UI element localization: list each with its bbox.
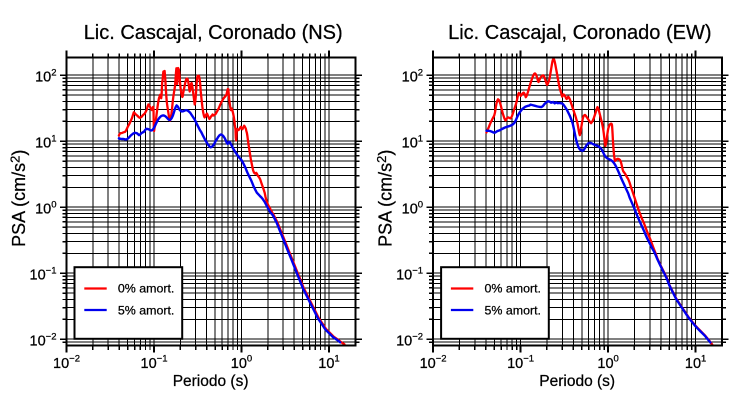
svg-text:Periodo (s): Periodo (s) — [539, 373, 615, 390]
svg-text:0% amort.: 0% amort. — [485, 281, 541, 295]
svg-text:Lic. Cascajal, Coronado (NS): Lic. Cascajal, Coronado (NS) — [84, 22, 343, 44]
svg-text:PSA (cm/s2): PSA (cm/s2) — [374, 150, 396, 247]
svg-text:5% amort.: 5% amort. — [118, 304, 174, 318]
svg-text:PSA (cm/s2): PSA (cm/s2) — [8, 150, 30, 247]
svg-text:100: 100 — [597, 354, 618, 372]
svg-text:101: 101 — [402, 133, 423, 151]
svg-text:100: 100 — [402, 199, 423, 217]
svg-text:101: 101 — [685, 354, 706, 372]
svg-text:Periodo (s): Periodo (s) — [173, 373, 249, 390]
svg-text:102: 102 — [402, 67, 423, 85]
svg-text:Lic. Cascajal, Coronado (EW): Lic. Cascajal, Coronado (EW) — [448, 22, 711, 44]
svg-text:0% amort.: 0% amort. — [118, 281, 174, 295]
svg-text:5% amort.: 5% amort. — [485, 304, 541, 318]
